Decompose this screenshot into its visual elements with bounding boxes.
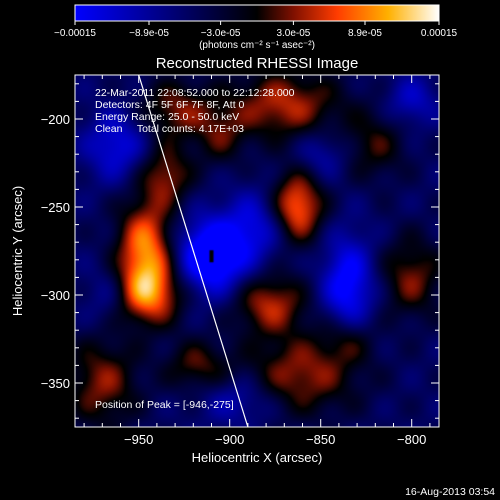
colorbar-ticks: −0.00015 −8.9e-05 −3.0e-05 3.0e-05 8.9e-05 0.… xyxy=(54,21,458,39)
y-tick-label: −200 xyxy=(41,112,70,127)
annotation-detectors: Detectors: 4F 5F 6F 7F 8F, Att 0 xyxy=(95,99,245,111)
y-tick-label: −250 xyxy=(41,200,70,215)
x-tick-label: −850 xyxy=(306,432,335,447)
colorbar-tick-label: −3.0e-05 xyxy=(201,28,241,39)
x-tick-label: −950 xyxy=(124,432,153,447)
colorbar-tick-label: 0.00015 xyxy=(421,28,458,39)
colorbar-tick-label: 8.9e-05 xyxy=(348,28,382,39)
annotation-block: 22-Mar-2011 22:08:52.000 to 22:12:28.000… xyxy=(95,87,295,135)
y-tick-label: −300 xyxy=(41,288,70,303)
x-axis-ticks: −950 −900 −850 −800 xyxy=(83,75,431,447)
y-axis-ticks: −200 −250 −300 −350 xyxy=(41,83,439,419)
colorbar-unit-label: (photons cm⁻² s⁻¹ asec⁻²) xyxy=(199,40,315,51)
peak-position-label: Position of Peak = [-946,-275] xyxy=(95,399,234,411)
solar-limb-line xyxy=(138,75,249,427)
annotation-energy-range: Energy Range: 25.0 - 50.0 keV xyxy=(95,111,239,123)
colorbar xyxy=(74,4,440,22)
chart-title: Reconstructed RHESSI Image xyxy=(156,55,359,72)
annotation-clean-counts: Clean Total counts: 4.17E+03 xyxy=(95,123,244,135)
colorbar-tick-label: 3.0e-05 xyxy=(276,28,310,39)
heatmap-container xyxy=(75,75,439,427)
colorbar-tick-label: −0.00015 xyxy=(54,28,96,39)
y-axis-label: Heliocentric Y (arcsec) xyxy=(10,186,25,316)
annotation-time-range: 22-Mar-2011 22:08:52.000 to 22:12:28.000 xyxy=(95,87,295,99)
heatmap-image xyxy=(75,75,439,427)
footer-timestamp: 16-Aug-2013 03:54 xyxy=(405,486,495,498)
plot-frame xyxy=(74,74,440,428)
colorbar-tick-label: −8.9e-05 xyxy=(129,28,169,39)
x-axis-label: Heliocentric X (arcsec) xyxy=(192,450,323,465)
x-tick-label: −900 xyxy=(215,432,244,447)
y-tick-label: −350 xyxy=(41,376,70,391)
x-tick-label: −800 xyxy=(397,432,426,447)
